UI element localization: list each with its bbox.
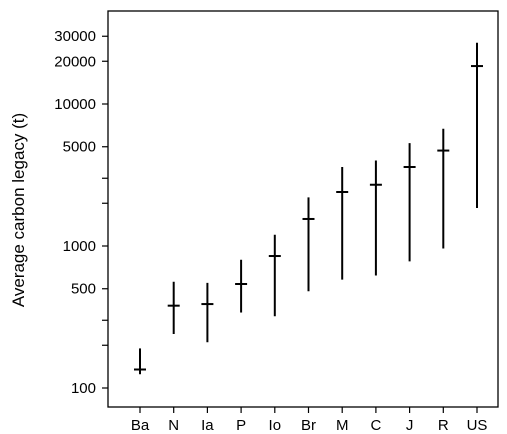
y-tick-label: 100 <box>71 380 96 397</box>
y-tick-label: 5000 <box>63 139 96 156</box>
x-tick-label: R <box>438 417 449 434</box>
x-tick-label: Ba <box>131 417 150 434</box>
x-tick-label: C <box>370 417 381 434</box>
plot-frame <box>107 10 499 408</box>
y-axis-label: Average carbon legacy (t) <box>9 113 28 307</box>
y-tick-label: 30000 <box>54 28 96 45</box>
y-tick-label: 10000 <box>54 96 96 113</box>
x-tick-label: US <box>467 417 488 434</box>
y-tick-label: 1000 <box>63 238 96 255</box>
x-tick-label: P <box>236 417 246 434</box>
x-tick-label: N <box>168 417 179 434</box>
x-tick-label: Io <box>269 417 282 434</box>
plot-marks <box>134 42 483 375</box>
y-tick-label: 500 <box>71 281 96 298</box>
y-tick-label: 20000 <box>54 53 96 70</box>
x-tick-label: Ia <box>201 417 214 434</box>
y-axis: 100 500 1000 5000 10000 20000 30000 <box>54 28 108 397</box>
x-tick-label: M <box>336 417 349 434</box>
x-tick-label: J <box>406 417 414 434</box>
x-axis: Ba N Ia P Io Br M C J R US <box>131 407 488 434</box>
x-tick-label: Br <box>301 417 316 434</box>
